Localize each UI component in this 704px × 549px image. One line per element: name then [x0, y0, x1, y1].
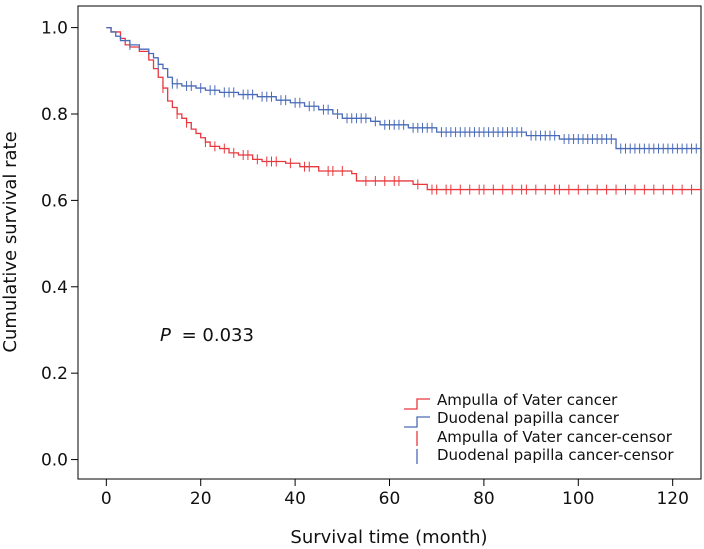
legend-label-duodenal: Duodenal papilla cancer — [437, 409, 620, 427]
legend-label-duodenal-censor: Duodenal papilla cancer-censor — [437, 446, 674, 464]
legend-label-ampulla: Ampulla of Vater cancer — [437, 391, 618, 409]
survival-curves — [106, 26, 701, 191]
p-symbol: P — [160, 325, 171, 346]
y-tick-label: 0.4 — [41, 278, 68, 298]
p-value-text: = 0.033 — [182, 325, 254, 346]
x-tick-label: 60 — [379, 489, 401, 509]
censor-marks — [129, 39, 697, 195]
y-tick-label: 1.0 — [41, 19, 68, 39]
y-tick-label: 0.0 — [41, 451, 68, 471]
x-tick-label: 80 — [473, 489, 495, 509]
legend-swatch-duodenal — [404, 416, 430, 428]
y-tick-label: 0.8 — [41, 105, 68, 125]
x-tick-label: 0 — [101, 489, 112, 509]
x-tick-label: 20 — [190, 489, 212, 509]
p-value-annotation: P = 0.033 — [160, 325, 254, 346]
x-tick-label: 40 — [284, 489, 306, 509]
ampulla-curve — [106, 26, 701, 191]
legend: Ampulla of Vater cancer Duodenal papilla… — [404, 391, 674, 464]
x-axis-label: Survival time (month) — [290, 527, 487, 548]
legend-label-ampulla-censor: Ampulla of Vater cancer-censor — [437, 428, 673, 446]
y-tick-label: 0.2 — [41, 364, 68, 384]
y-axis: 0.0 0.2 0.4 0.6 0.8 1.0 — [41, 19, 78, 471]
y-axis-label: Cumulative survival rate — [0, 131, 21, 352]
x-tick-label: 100 — [562, 489, 594, 509]
legend-swatch-ampulla — [404, 398, 430, 410]
x-tick-label: 120 — [656, 489, 688, 509]
y-tick-label: 0.6 — [41, 191, 68, 211]
x-axis: 0 20 40 60 80 100 120 — [101, 479, 689, 509]
